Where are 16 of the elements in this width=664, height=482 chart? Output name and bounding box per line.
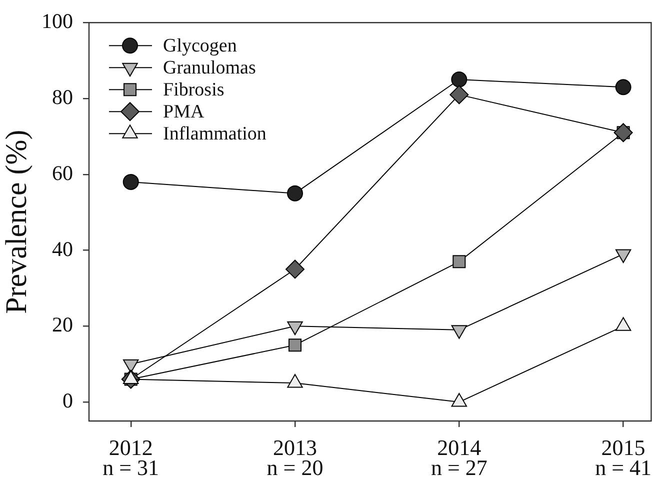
y-tick-label: 100 [42, 9, 73, 34]
x-tick-label: 2012 n = 31 [102, 434, 160, 480]
y-tick-label: 20 [52, 312, 73, 337]
y-tick-label: 0 [62, 388, 73, 413]
legend-label: Granulomas [163, 58, 256, 79]
x-tick-label: 2015 n = 41 [595, 434, 652, 480]
legend-label: Inflammation [163, 124, 267, 145]
y-tick-label: 60 [52, 160, 73, 185]
y-tick-label: 80 [52, 85, 73, 109]
y-axis-title: Prevalence (%) [0, 130, 33, 314]
x-tick-label: 2014 n = 27 [430, 434, 488, 480]
legend-label: Fibrosis [163, 80, 224, 101]
legend-label: Glycogen [163, 36, 238, 57]
y-tick-label: 40 [52, 236, 73, 261]
x-tick-label: 2013 n = 20 [266, 434, 324, 480]
legend-label: PMA [163, 102, 204, 123]
